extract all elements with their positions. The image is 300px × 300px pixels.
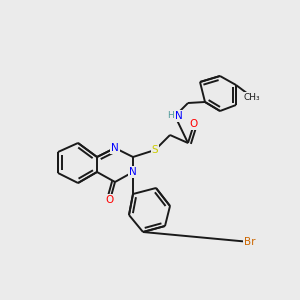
Text: N: N	[111, 143, 119, 153]
Text: S: S	[152, 145, 158, 155]
Text: O: O	[106, 195, 114, 205]
Text: N: N	[129, 167, 137, 177]
Text: CH₃: CH₃	[244, 92, 260, 101]
Text: N: N	[175, 111, 183, 121]
Text: O: O	[190, 119, 198, 129]
Text: Br: Br	[244, 237, 256, 247]
Text: H: H	[168, 112, 174, 121]
